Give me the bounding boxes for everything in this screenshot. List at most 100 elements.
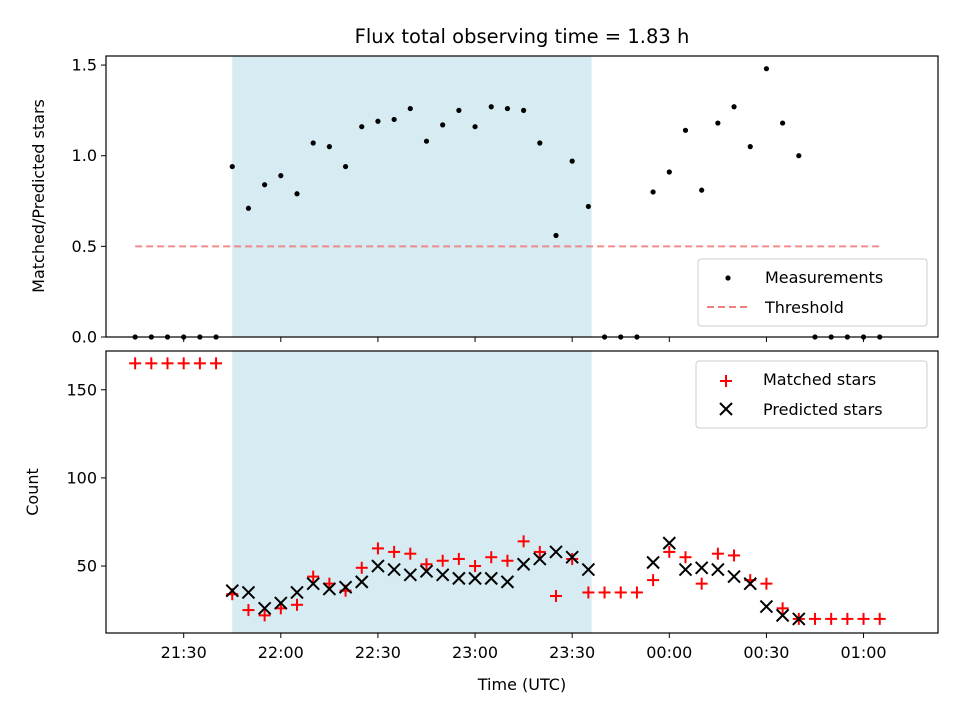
matched-point: [598, 586, 611, 599]
matched-point: [258, 609, 271, 622]
top-legend: Measurements Threshold: [697, 258, 928, 327]
predicted-point: [759, 599, 774, 614]
predicted-point: [743, 576, 757, 591]
measurement-point: [310, 140, 316, 146]
legend-threshold-label: Threshold: [764, 298, 844, 317]
measurement-point: [699, 187, 705, 193]
bottom-y-tick-label: 100: [66, 468, 97, 487]
predicted-point: [516, 557, 531, 571]
predicted-point: [419, 564, 434, 579]
measurement-point: [747, 144, 753, 150]
predicted-point: [581, 562, 596, 577]
matched-point: [679, 551, 692, 564]
top-x-ticks: [183, 337, 865, 342]
matched-point: [452, 552, 465, 565]
predicted-point: [387, 562, 401, 577]
bottom-panel: Count Time (UTC) 50 100 150 21:30 22:00 22:3…: [23, 350, 939, 694]
matched-point: [873, 612, 886, 625]
measurement-point: [359, 124, 365, 130]
bottom-legend-box: [695, 360, 928, 429]
predicted-point: [565, 550, 579, 564]
predicted-point: [306, 576, 320, 591]
measurement-point: [391, 116, 397, 123]
bottom-x-tick-label: 00:00: [646, 643, 692, 662]
legend-predicted-label: Predicted stars: [763, 400, 883, 419]
measurement-point: [326, 144, 332, 150]
matched-point: [193, 357, 206, 370]
predicted-point: [775, 608, 790, 623]
bottom-y-ticks: 50 100 150: [66, 380, 106, 576]
predicted-point: [711, 562, 725, 577]
matched-point: [210, 357, 223, 370]
matched-point: [242, 604, 255, 617]
matched-point: [566, 552, 579, 565]
bottom-y-axis-label: Count: [23, 468, 42, 516]
predicted-point: [241, 585, 256, 600]
top-shaded-interval: [232, 56, 592, 337]
bottom-x-tick-label: 01:00: [840, 643, 886, 662]
bottom-x-tick-label: 23:30: [549, 643, 595, 662]
matched-point: [582, 586, 595, 599]
matched-point: [388, 545, 401, 558]
bottom-shaded-interval: [232, 351, 592, 633]
predicted-point: [322, 582, 337, 596]
matched-point: [129, 357, 142, 370]
chart-title: Flux total observing time = 1.83 h: [355, 25, 690, 48]
matched-point: [517, 535, 530, 548]
top-axes-frame: [105, 55, 939, 338]
measurement-point: [278, 173, 284, 179]
matched-point: [808, 612, 821, 625]
matched-point: [161, 357, 174, 370]
measurement-point: [342, 163, 349, 170]
predicted-point: [468, 571, 482, 586]
predicted-point: [484, 571, 498, 586]
measurement-point: [521, 107, 527, 113]
matched-point: [420, 558, 433, 571]
measurement-point: [488, 104, 494, 110]
matched-point: [630, 586, 643, 599]
bottom-x-tick-label: 22:30: [355, 643, 401, 662]
matched-point: [177, 357, 190, 370]
measurement-point: [504, 105, 511, 112]
matched-point: [776, 602, 789, 615]
matched-point: [663, 545, 676, 558]
measurement-point: [262, 182, 268, 188]
predicted-point: [694, 561, 709, 575]
top-shade-band: [232, 56, 592, 337]
measurement-point: [780, 120, 786, 126]
measurement-point: [715, 120, 721, 126]
bottom-y-tick-label: 50: [77, 557, 97, 576]
bottom-x-tick-label: 22:00: [258, 643, 304, 662]
top-y-tick-label: 1.0: [72, 146, 97, 165]
predicted-point: [678, 562, 693, 577]
predicted-point: [435, 568, 450, 582]
matched-point: [307, 570, 320, 583]
matched-point: [728, 549, 741, 562]
matched-point: [857, 612, 870, 625]
measurement-point: [682, 127, 689, 133]
top-y-ticks: 0.0 0.5 1.0 1.5: [72, 56, 106, 347]
predicted-point: [500, 575, 515, 589]
predicted-point: [727, 569, 741, 584]
bottom-y-tick-label: 150: [66, 380, 97, 399]
predicted-point: [662, 536, 677, 550]
measurement-point: [553, 232, 559, 239]
measurement-point: [229, 163, 235, 170]
predicted-point: [355, 575, 369, 589]
matched-point: [647, 574, 660, 587]
measurement-point: [650, 189, 656, 195]
legend-predicted-marker: [719, 402, 733, 416]
matched-point: [355, 561, 368, 574]
predicted-point: [274, 596, 288, 610]
matched-point: [695, 577, 708, 590]
predicted-point: [549, 545, 563, 559]
legend-measurements-marker: [725, 275, 731, 281]
matched-point: [371, 542, 384, 555]
bottom-shade-band: [232, 351, 592, 633]
matched-point: [711, 547, 724, 560]
legend-matched-marker: [720, 375, 732, 387]
top-legend-box: [697, 258, 928, 327]
bottom-data-marks: [129, 357, 886, 626]
measurement-point: [407, 105, 413, 112]
